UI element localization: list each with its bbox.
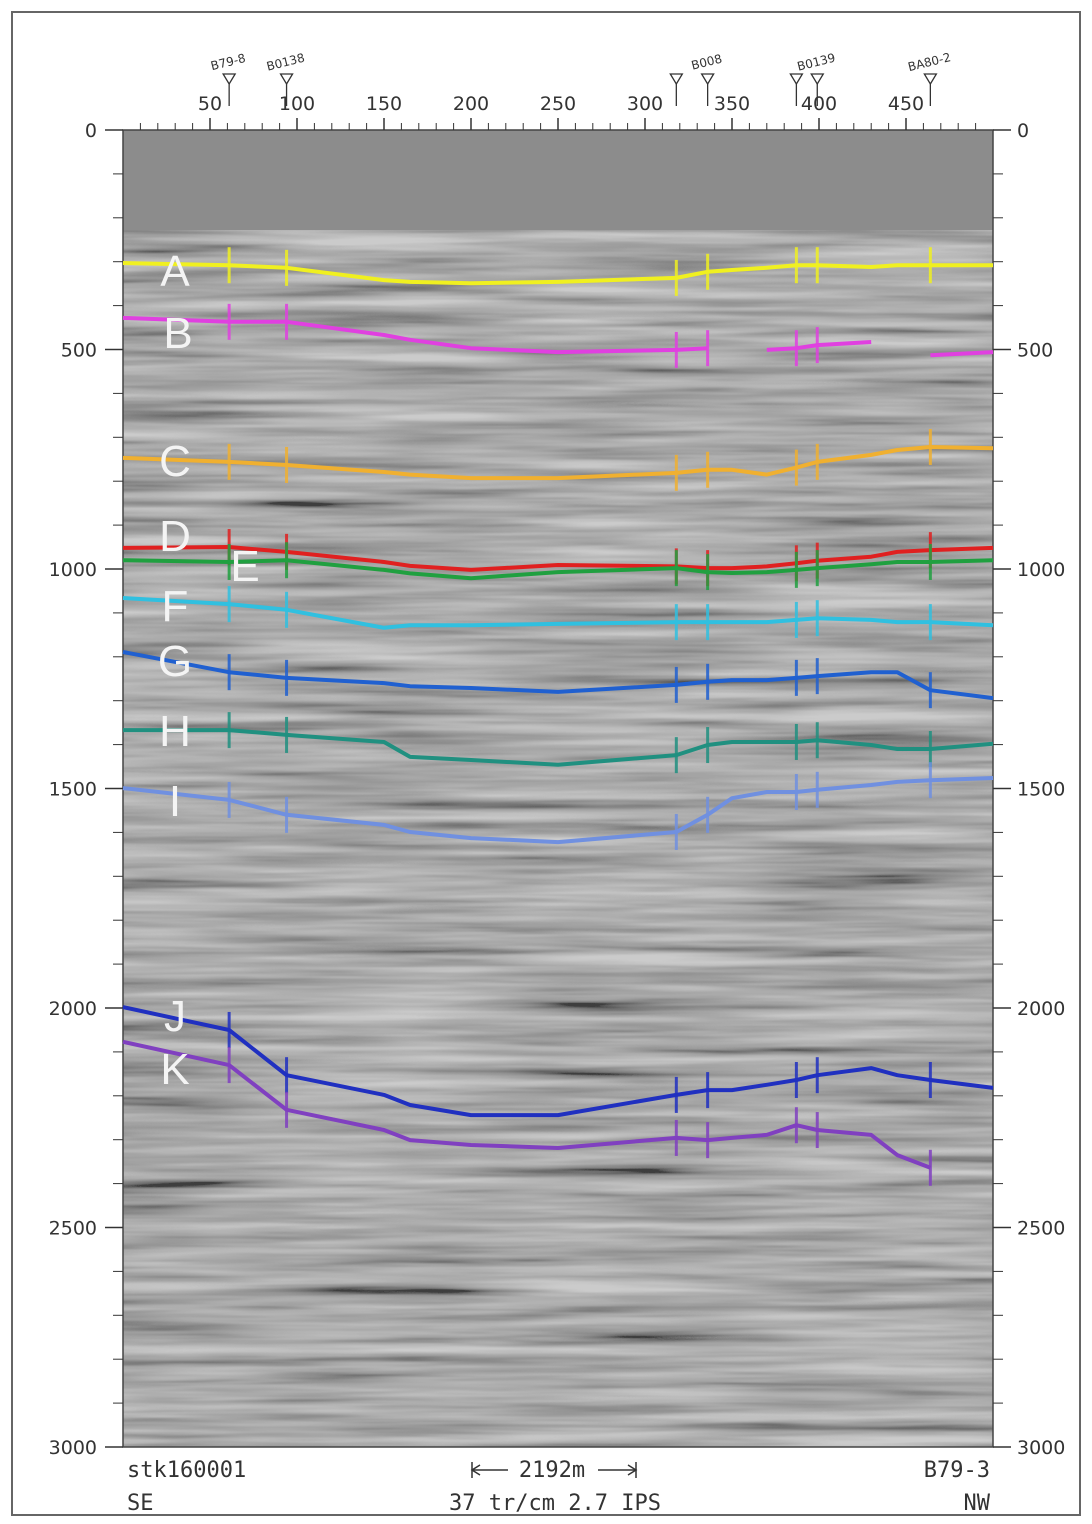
x-tick-label: 100 bbox=[279, 93, 315, 115]
x-tick-label: 150 bbox=[366, 93, 402, 115]
y-tick-label: 2000 bbox=[49, 998, 97, 1020]
line-end: B79-3 bbox=[924, 1458, 990, 1483]
well-marker bbox=[700, 73, 715, 86]
well-marker bbox=[279, 73, 294, 86]
horizon-label: E bbox=[230, 542, 259, 591]
x-tick-label: 400 bbox=[801, 93, 837, 115]
seismic-texture bbox=[123, 230, 993, 1447]
horizon-label: H bbox=[159, 707, 191, 756]
y2-tick-label: 0 bbox=[1017, 120, 1029, 142]
horizon-label: J bbox=[164, 992, 186, 1041]
x-tick-label: 450 bbox=[888, 93, 924, 115]
y2-tick-label: 2000 bbox=[1017, 998, 1065, 1020]
direction-right: NW bbox=[964, 1491, 991, 1516]
horizon-label: K bbox=[160, 1045, 189, 1094]
horizon bbox=[122, 1039, 932, 1170]
y2-tick-label: 1000 bbox=[1017, 559, 1065, 581]
well-marker bbox=[789, 73, 804, 86]
horizon-label: G bbox=[158, 637, 192, 686]
horizon-label: B bbox=[163, 309, 192, 358]
x-tick-label: 300 bbox=[627, 93, 663, 115]
acquisition-note: 37 tr/cm 2.7 IPS bbox=[449, 1491, 661, 1516]
y2-tick-label: 2500 bbox=[1017, 1218, 1065, 1240]
horizon-label: C bbox=[159, 437, 191, 486]
x-tick-label: 200 bbox=[453, 93, 489, 115]
y2-tick-label: 3000 bbox=[1017, 1437, 1065, 1459]
scale-bar-arrows bbox=[470, 1462, 638, 1478]
y-tick-label: 1500 bbox=[49, 779, 97, 801]
well-marker bbox=[669, 73, 684, 86]
line-id: stk160001 bbox=[127, 1458, 246, 1483]
y2-tick-label: 1500 bbox=[1017, 779, 1065, 801]
horizon-label: D bbox=[159, 512, 191, 561]
well-marker bbox=[810, 73, 825, 86]
y-tick-label: 2500 bbox=[49, 1218, 97, 1240]
x-tick-label: 50 bbox=[198, 93, 222, 115]
y-tick-label: 500 bbox=[61, 340, 97, 362]
horizon-label: A bbox=[160, 247, 190, 296]
direction-left: SE bbox=[127, 1491, 154, 1516]
scale-bar-label: 2192m bbox=[519, 1458, 585, 1483]
x-tick-label: 350 bbox=[714, 93, 750, 115]
well-marker bbox=[923, 73, 938, 86]
x-tick-label: 250 bbox=[540, 93, 576, 115]
y2-tick-label: 500 bbox=[1017, 340, 1053, 362]
well-marker bbox=[221, 73, 237, 86]
horizon-label: I bbox=[169, 777, 181, 826]
horizon-label: F bbox=[162, 582, 189, 631]
y-tick-label: 1000 bbox=[49, 559, 97, 581]
horizon bbox=[122, 315, 994, 358]
y-tick-label: 3000 bbox=[49, 1437, 97, 1459]
y-tick-label: 0 bbox=[85, 120, 97, 142]
